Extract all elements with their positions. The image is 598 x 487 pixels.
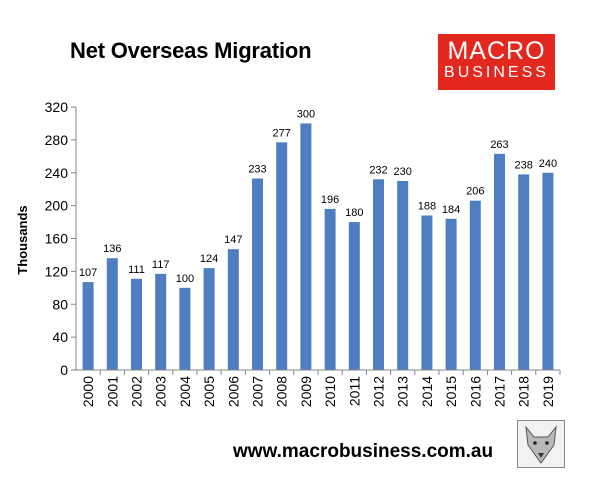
x-tick-label: 2007 <box>250 376 266 407</box>
bar <box>324 208 336 370</box>
bar <box>348 222 360 370</box>
bar <box>106 258 118 370</box>
bar-value-label: 107 <box>79 267 97 279</box>
y-tick-label: 80 <box>52 296 68 312</box>
x-tick-label: 2006 <box>225 376 241 407</box>
bar <box>131 278 142 370</box>
bar <box>155 273 167 370</box>
bar <box>518 174 530 370</box>
bar-value-label: 100 <box>176 273 194 285</box>
y-tick-label: 280 <box>45 132 69 148</box>
bar <box>494 153 505 370</box>
bar <box>445 218 457 370</box>
bar <box>421 215 433 370</box>
x-tick-label: 2005 <box>201 376 217 407</box>
bar <box>179 287 191 370</box>
bar-value-label: 117 <box>152 259 170 271</box>
x-tick-label: 2001 <box>104 376 120 407</box>
bar <box>203 268 215 370</box>
x-axis: 2000 2001 2002 2003 2004 2005 2006 2007 2008 2009… <box>76 369 561 407</box>
x-tick-label: 2002 <box>129 376 145 407</box>
y-tick-label: 160 <box>45 231 69 247</box>
bar-value-label: 180 <box>345 207 363 219</box>
y-axis-label: Thousands <box>15 205 30 274</box>
x-tick-label: 2011 <box>346 376 362 406</box>
x-tick-label: 2008 <box>274 376 290 407</box>
bar <box>397 180 409 370</box>
x-tick-label: 2014 <box>419 376 435 407</box>
bar-value-label: 111 <box>128 264 145 276</box>
bar-value-label: 184 <box>442 204 460 216</box>
logo-line-2: BUSINESS <box>444 64 549 81</box>
y-tick-label: 240 <box>45 165 69 181</box>
bar <box>469 200 481 370</box>
chart-title: Net Overseas Migration <box>70 38 312 63</box>
bar <box>276 142 288 370</box>
x-tick-label: 2013 <box>395 376 411 407</box>
y-tick-label: 320 <box>45 99 69 115</box>
x-tick-label: 2009 <box>298 376 314 407</box>
bar-value-label: 238 <box>515 159 533 171</box>
bar <box>252 178 263 370</box>
bar <box>542 172 554 370</box>
bar <box>82 282 94 370</box>
bar-value-label: 233 <box>248 164 266 176</box>
x-tick-label: 2019 <box>540 376 556 407</box>
bar <box>300 123 312 370</box>
bar <box>227 249 239 370</box>
bar-series: 107 136 111 117 100 124 147 233 277 300 196 180 232 2… <box>79 108 557 370</box>
bar-value-label: 232 <box>369 164 387 176</box>
bar-value-label: 124 <box>200 253 218 265</box>
y-tick-label: 40 <box>52 329 68 345</box>
logo-line-1: MACRO <box>447 37 546 65</box>
bar-value-label: 136 <box>103 243 121 255</box>
x-tick-label: 2003 <box>153 376 169 407</box>
bar-value-label: 263 <box>490 139 508 151</box>
bar-value-label: 300 <box>297 108 315 120</box>
x-tick-label: 2000 <box>80 376 96 407</box>
y-tick-label: 200 <box>45 198 69 214</box>
y-axis: 0 40 80 120 160 200 240 280 320 <box>45 99 77 378</box>
bar-value-label: 196 <box>321 194 339 206</box>
macrobusiness-logo: MACRO BUSINESS <box>438 34 555 90</box>
website-url: www.macrobusiness.com.au <box>233 441 494 462</box>
x-tick-label: 2010 <box>322 376 338 407</box>
x-tick-label: 2015 <box>443 376 459 407</box>
bar-value-label: 206 <box>466 186 484 198</box>
bar-value-label: 240 <box>539 158 557 170</box>
bar-value-label: 147 <box>224 234 242 246</box>
bar-value-label: 277 <box>273 127 291 139</box>
y-tick-label: 0 <box>60 362 68 378</box>
bar-value-label: 230 <box>394 166 412 178</box>
y-tick-label: 120 <box>45 263 69 279</box>
x-tick-label: 2018 <box>516 376 532 407</box>
x-tick-label: 2004 <box>177 376 193 407</box>
x-tick-label: 2012 <box>371 376 387 407</box>
x-tick-label: 2016 <box>467 376 483 407</box>
bar <box>373 179 384 370</box>
wolf-mascot-icon <box>517 420 565 468</box>
x-tick-label: 2017 <box>492 376 508 407</box>
bar-value-label: 188 <box>418 200 436 212</box>
